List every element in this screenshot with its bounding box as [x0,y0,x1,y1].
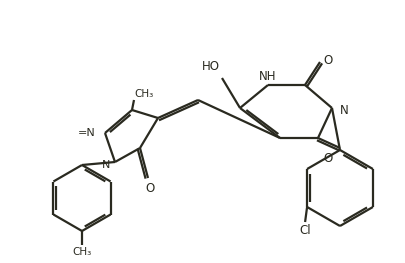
Text: O: O [322,53,332,67]
Text: O: O [322,151,332,164]
Text: NH: NH [259,70,276,83]
Text: N: N [101,160,110,170]
Text: HO: HO [202,59,220,73]
Text: Cl: Cl [298,225,310,237]
Text: =N: =N [78,128,96,138]
Text: CH₃: CH₃ [72,247,92,257]
Text: CH₃: CH₃ [134,89,153,99]
Text: N: N [339,104,348,117]
Text: O: O [145,181,154,195]
